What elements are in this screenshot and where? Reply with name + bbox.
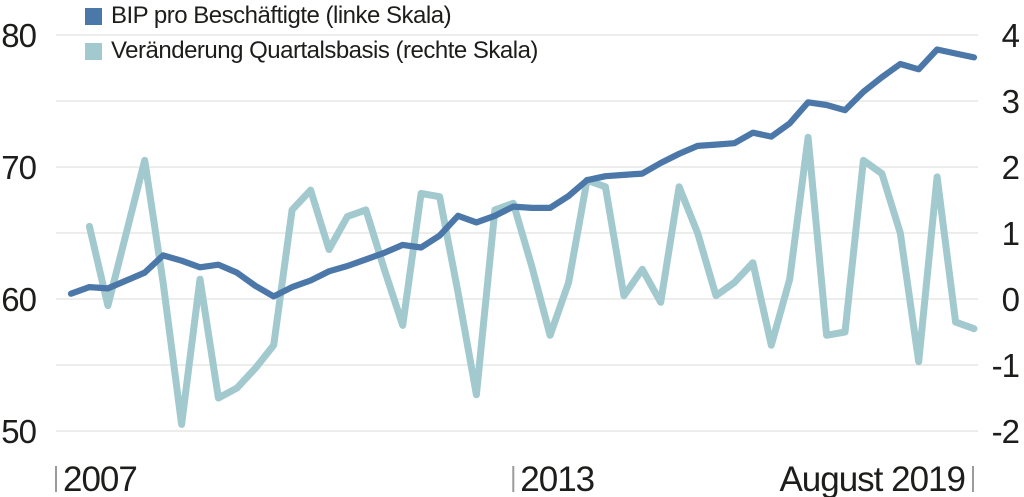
gridlines <box>56 34 978 432</box>
left-y-axis-labels: 80 70 60 50 <box>1 17 37 450</box>
right-axis-tick-label: -2 <box>992 413 1019 450</box>
left-axis-tick-label: 50 <box>1 413 36 450</box>
bip-pro-beschaeftigte-line <box>67 46 978 300</box>
x-axis-labels: 2007 2013 August 2019 <box>55 460 974 497</box>
x-axis-tick-label: August 2019 <box>779 460 965 497</box>
data-series <box>67 46 978 428</box>
left-axis-tick-label: 80 <box>1 17 36 54</box>
right-axis-tick-label: 1 <box>1002 215 1019 252</box>
right-axis-tick-label: 0 <box>1002 281 1020 318</box>
legend-label-veraenderung: Veränderung Quartalsbasis (rechte Skala) <box>111 37 538 64</box>
right-axis-tick-label: 3 <box>1002 83 1019 120</box>
legend-swatch-veraenderung-icon <box>85 42 102 60</box>
right-axis-tick-label: 2 <box>1002 149 1019 186</box>
left-axis-tick-label: 70 <box>1 149 36 186</box>
right-y-axis-labels: 4 3 2 1 0 -1 -2 <box>992 17 1021 450</box>
right-axis-tick-label: -1 <box>992 347 1019 384</box>
legend: BIP pro Beschäftigte (linke Skala) Verän… <box>85 4 538 74</box>
x-axis-tick-label: 2007 <box>63 460 137 497</box>
left-axis-tick-label: 60 <box>1 281 36 318</box>
legend-item-veraenderung: Veränderung Quartalsbasis (rechte Skala) <box>85 39 538 63</box>
right-axis-tick-label: 4 <box>1002 17 1020 54</box>
x-axis-tick-label: 2013 <box>520 460 594 497</box>
legend-swatch-bip-icon <box>85 7 102 25</box>
veraenderung-quartalsbasis-line <box>85 133 978 428</box>
legend-item-bip: BIP pro Beschäftigte (linke Skala) <box>85 4 538 28</box>
legend-label-bip: BIP pro Beschäftigte (linke Skala) <box>111 2 452 29</box>
